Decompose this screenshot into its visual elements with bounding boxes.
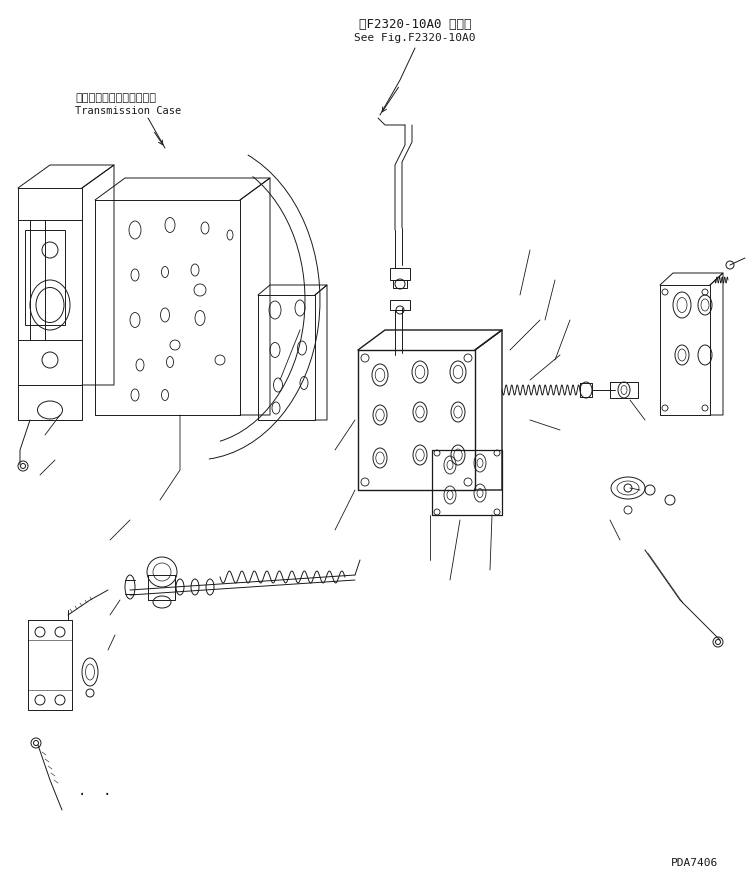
Text: See Fig.F2320-10A0: See Fig.F2320-10A0	[355, 33, 476, 43]
Text: トランスミッションケース: トランスミッションケース	[75, 93, 156, 103]
Bar	[25, 230, 65, 325]
Text: Transmission Case: Transmission Case	[75, 106, 181, 116]
Bar	[393, 280, 407, 288]
Text: .  .: . .	[79, 784, 112, 798]
Bar	[390, 300, 410, 310]
Text: 第F2320-10A0 図参照: 第F2320-10A0 図参照	[359, 18, 471, 31]
Bar	[390, 268, 410, 280]
Text: PDA7406: PDA7406	[671, 858, 718, 868]
